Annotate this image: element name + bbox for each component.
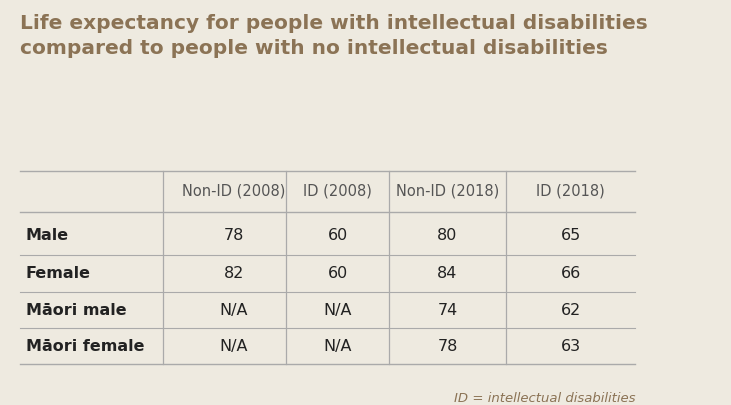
Text: 78: 78 xyxy=(224,228,244,243)
Text: 84: 84 xyxy=(437,266,458,281)
Text: ID (2008): ID (2008) xyxy=(303,184,372,199)
Text: 78: 78 xyxy=(437,339,458,354)
Text: 60: 60 xyxy=(327,228,348,243)
Text: 62: 62 xyxy=(561,303,580,318)
Text: N/A: N/A xyxy=(220,339,249,354)
Text: Non-ID (2008): Non-ID (2008) xyxy=(182,184,286,199)
Text: Life expectancy for people with intellectual disabilities
compared to people wit: Life expectancy for people with intellec… xyxy=(20,15,648,58)
Text: 60: 60 xyxy=(327,266,348,281)
Text: Māori male: Māori male xyxy=(26,303,126,318)
Text: 63: 63 xyxy=(561,339,580,354)
Text: 74: 74 xyxy=(437,303,458,318)
Text: Non-ID (2018): Non-ID (2018) xyxy=(396,184,499,199)
Text: N/A: N/A xyxy=(323,303,352,318)
Text: Māori female: Māori female xyxy=(26,339,144,354)
Text: Female: Female xyxy=(26,266,91,281)
Text: 82: 82 xyxy=(224,266,244,281)
Text: N/A: N/A xyxy=(220,303,249,318)
Text: ID = intellectual disabilities: ID = intellectual disabilities xyxy=(454,392,635,405)
Text: ID (2018): ID (2018) xyxy=(536,184,605,199)
Text: Male: Male xyxy=(26,228,69,243)
Text: 66: 66 xyxy=(561,266,580,281)
Text: 80: 80 xyxy=(437,228,458,243)
Text: 65: 65 xyxy=(561,228,580,243)
Text: N/A: N/A xyxy=(323,339,352,354)
